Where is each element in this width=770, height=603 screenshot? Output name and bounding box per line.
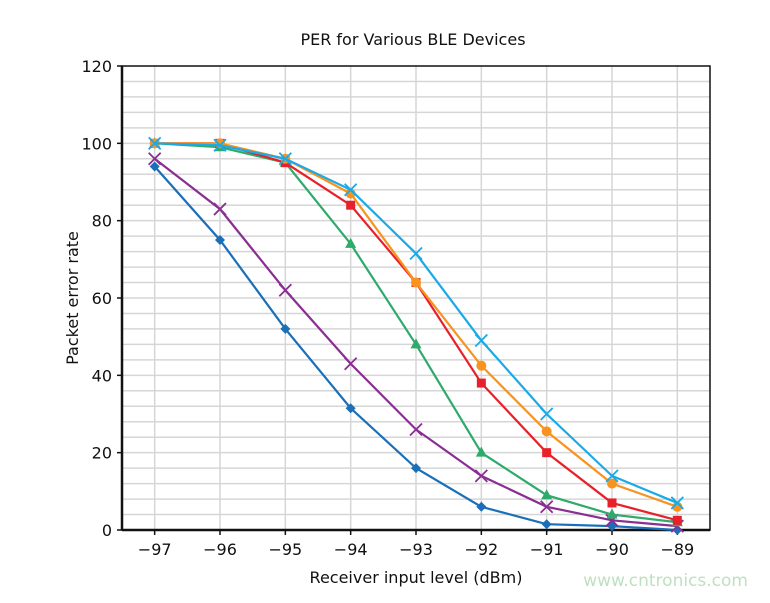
y-tick-label: 20 bbox=[92, 444, 112, 463]
data-point-square bbox=[542, 448, 552, 458]
data-point-triangle bbox=[606, 508, 618, 519]
data-point-x bbox=[605, 469, 619, 483]
data-point-diamond bbox=[541, 519, 552, 530]
data-point-diamond bbox=[411, 463, 421, 474]
data-point-square bbox=[346, 200, 356, 210]
data-point-x bbox=[148, 136, 162, 150]
x-axis-label: Receiver input level (dBm) bbox=[310, 568, 523, 587]
x-tick-label: −90 bbox=[595, 540, 629, 559]
data-point-x bbox=[409, 246, 423, 261]
data-point-x bbox=[278, 152, 292, 166]
y-tick-label: 100 bbox=[81, 134, 112, 153]
data-point-square bbox=[476, 378, 486, 388]
chart-title: PER for Various BLE Devices bbox=[300, 30, 525, 49]
data-point-diamond bbox=[215, 235, 225, 245]
y-tick-label: 40 bbox=[92, 366, 112, 385]
watermark: www.cntronics.com bbox=[583, 571, 748, 591]
data-point-triangle bbox=[345, 237, 357, 248]
data-point-x bbox=[213, 138, 227, 152]
data-point-x bbox=[474, 469, 488, 483]
x-tick-label: −93 bbox=[399, 540, 433, 559]
data-point-x bbox=[278, 283, 292, 297]
data-point-circle bbox=[541, 426, 552, 437]
y-tick-label: 120 bbox=[81, 57, 112, 76]
data-point-diamond bbox=[345, 403, 356, 414]
x-tick-label: −96 bbox=[203, 540, 237, 559]
data-point-triangle bbox=[475, 446, 487, 457]
data-point-x bbox=[474, 333, 488, 348]
data-point-circle bbox=[411, 277, 421, 288]
y-tick-label: 60 bbox=[92, 289, 112, 308]
data-point-circle bbox=[476, 360, 487, 371]
data-point-diamond bbox=[149, 161, 160, 172]
x-tick-label: −91 bbox=[530, 540, 564, 559]
data-point-square bbox=[672, 515, 682, 525]
x-tick-label: −94 bbox=[334, 540, 368, 559]
x-tick-label: −95 bbox=[268, 540, 302, 559]
data-point-x bbox=[409, 422, 423, 437]
y-tick-label: 0 bbox=[102, 521, 112, 540]
series-6 bbox=[148, 136, 684, 510]
data-point-circle bbox=[607, 478, 617, 489]
y-tick-label: 80 bbox=[92, 212, 112, 231]
data-point-x bbox=[670, 496, 684, 510]
data-point-square bbox=[607, 498, 617, 508]
data-point-triangle bbox=[410, 338, 422, 349]
data-point-x bbox=[540, 407, 554, 421]
data-point-x bbox=[344, 357, 358, 371]
data-point-x bbox=[213, 202, 227, 216]
y-axis-label: Packet error rate bbox=[63, 231, 82, 365]
x-tick-label: −89 bbox=[660, 540, 694, 559]
data-point-triangle bbox=[541, 489, 553, 500]
data-point-x bbox=[540, 500, 554, 514]
data-point-diamond bbox=[476, 501, 487, 512]
data-point-x bbox=[344, 183, 358, 197]
x-tick-label: −92 bbox=[464, 540, 498, 559]
data-point-diamond bbox=[280, 323, 291, 334]
x-tick-label: −97 bbox=[138, 540, 172, 559]
data-point-x bbox=[148, 152, 162, 166]
